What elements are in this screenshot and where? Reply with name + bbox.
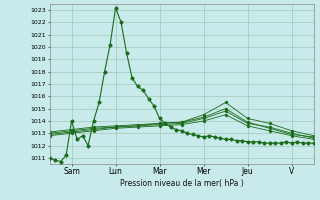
X-axis label: Pression niveau de la mer( hPa ): Pression niveau de la mer( hPa ) bbox=[120, 179, 244, 188]
